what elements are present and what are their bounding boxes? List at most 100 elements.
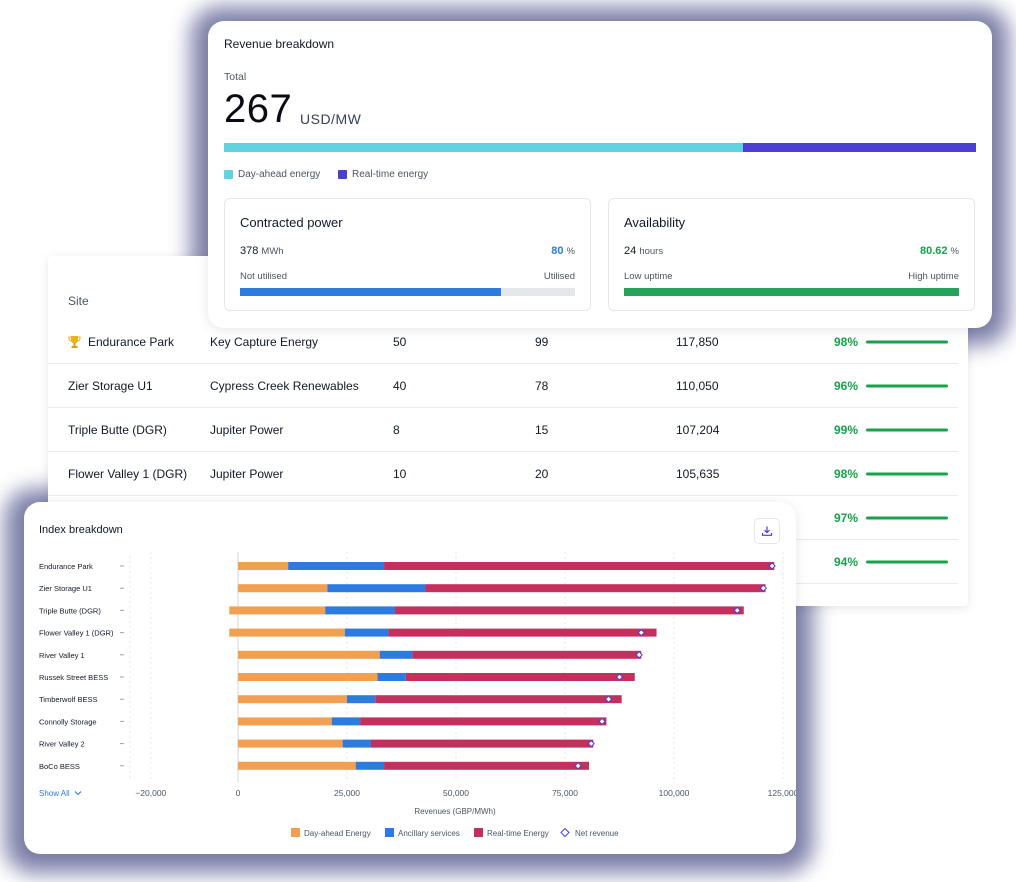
table-row[interactable]: Triple Butte (DGR) Jupiter Power 8 15 107,20… xyxy=(48,408,958,452)
value-cell: 40 xyxy=(393,378,407,393)
value-cell: 8 xyxy=(393,422,400,437)
x-tick-label: −20,000 xyxy=(135,788,166,798)
category-label: River Valley 2 xyxy=(39,740,85,749)
panel-title: Contracted power xyxy=(240,215,343,230)
left-scale-label: Low uptime xyxy=(624,271,673,282)
site-name: Endurance Park xyxy=(88,334,175,349)
net-revenue-marker xyxy=(768,562,776,570)
bar-segment xyxy=(238,761,356,770)
category-label: Triple Butte (DGR) xyxy=(39,606,101,615)
developer-cell: Jupiter Power xyxy=(210,422,284,437)
availability-percent: 80.62 % xyxy=(919,245,959,257)
utilisation-track xyxy=(240,288,575,296)
site-cell: Flower Valley 1 (DGR) xyxy=(68,467,187,481)
net-revenue-marker xyxy=(598,717,606,726)
chevron-down-icon[interactable] xyxy=(74,791,82,796)
legend-label: Real-time Energy xyxy=(487,829,549,838)
bar-segment xyxy=(238,650,380,659)
panel-title: Availability xyxy=(624,215,686,230)
value-cell: 15 xyxy=(535,422,549,437)
legend-day-ahead: Day-ahead energy xyxy=(224,169,320,180)
contracted-power-panel: Contracted power 378 MWh 80 % Not utilis… xyxy=(224,198,591,311)
index-breakdown-card: Index breakdown −20,000 0 25,000 50,000 75,0… xyxy=(24,502,796,854)
bar-segment xyxy=(325,606,395,615)
developer-cell: Key Capture Energy xyxy=(210,334,319,349)
download-icon xyxy=(761,526,773,536)
bar-segment xyxy=(384,761,589,770)
bar-segment xyxy=(342,739,371,748)
right-scale-label: Utilised xyxy=(543,271,575,282)
revenue-cell: 107,204 xyxy=(676,422,720,437)
table-row[interactable]: Endurance Park Key Capture Energy 50 99 117,… xyxy=(48,320,958,364)
net-revenue-marker xyxy=(587,739,595,748)
table-row[interactable]: Zier Storage U1 Cypress Creek Renewables 4… xyxy=(48,364,958,408)
bar-segment xyxy=(288,562,385,570)
card-title: Revenue breakdown xyxy=(224,37,335,51)
site-name: Triple Butte (DGR) xyxy=(68,422,167,437)
legend-swatch xyxy=(338,170,347,179)
x-tick-label: 50,000 xyxy=(443,788,469,798)
right-scale-label: High uptime xyxy=(908,271,959,282)
show-all-link[interactable]: Show All xyxy=(39,789,70,798)
availability-percent-cell: 97% xyxy=(834,510,859,525)
bar-segment xyxy=(238,584,328,593)
bar-segment xyxy=(405,673,635,681)
x-tick-label: 25,000 xyxy=(334,788,360,798)
bar-segment xyxy=(394,606,744,615)
site-name: Flower Valley 1 (DGR) xyxy=(68,466,188,481)
legend-real-time: Real-time energy xyxy=(338,169,428,180)
contracted-percent: 80 % xyxy=(551,245,575,257)
availability-panel: Availability 24 hours 80.62 % Low uptime… xyxy=(608,198,975,311)
net-revenue-marker xyxy=(733,606,741,615)
day-ahead-segment xyxy=(224,143,743,152)
bar-segment xyxy=(238,673,378,681)
category-label: Endurance Park xyxy=(39,562,93,571)
contracted-value: 378 MWh xyxy=(240,245,284,257)
bar-segment xyxy=(388,628,657,637)
value-cell: 99 xyxy=(535,334,549,349)
legend-label: Day-ahead Energy xyxy=(304,829,371,838)
total-label: Total xyxy=(224,71,247,83)
bar-segment xyxy=(331,717,361,726)
bar-segment xyxy=(370,739,594,748)
bar-segment xyxy=(238,739,343,748)
revenue-cell: 105,635 xyxy=(676,466,720,481)
bar-segment xyxy=(344,628,389,637)
availability-percent-cell: 98% xyxy=(834,334,859,349)
bar-segment xyxy=(360,717,607,726)
net-revenue-marker xyxy=(759,584,768,592)
bar-segment xyxy=(412,650,642,659)
column-header-site[interactable]: Site xyxy=(68,294,89,308)
value-cell: 10 xyxy=(393,466,407,481)
legend-swatch xyxy=(560,827,570,838)
availability-percent-cell: 99% xyxy=(834,422,859,437)
category-label: Russek Street BESS xyxy=(39,673,108,682)
net-revenue-marker xyxy=(635,651,643,659)
uptime-fill xyxy=(624,288,959,296)
availability-percent-cell: 94% xyxy=(834,554,859,569)
site-cell: Zier Storage U1 xyxy=(68,379,153,393)
x-axis-label: Revenues (GBP/MWh) xyxy=(414,807,496,816)
bar-segment xyxy=(229,606,326,615)
trophy-icon xyxy=(68,335,81,349)
legend-swatch xyxy=(291,828,300,837)
download-button[interactable] xyxy=(754,518,780,544)
bar-segment xyxy=(238,562,289,570)
bar-segment xyxy=(379,650,413,659)
table-row[interactable]: Flower Valley 1 (DGR) Jupiter Power 10 20 10… xyxy=(48,452,958,496)
category-label: Flower Valley 1 (DGR) xyxy=(39,629,114,638)
availability-bar xyxy=(866,340,948,343)
availability-bar xyxy=(866,472,948,475)
availability-bar xyxy=(866,428,948,431)
bar-segment xyxy=(327,584,426,593)
net-revenue-marker xyxy=(637,628,646,637)
category-label: River Valley 1 xyxy=(39,651,85,660)
net-revenue-marker xyxy=(615,673,624,681)
availability-value: 24 hours xyxy=(624,245,664,257)
value-cell: 50 xyxy=(393,334,407,349)
utilisation-fill xyxy=(240,288,502,296)
bar-segment xyxy=(377,673,406,681)
net-revenue-marker xyxy=(574,762,582,770)
availability-percent-cell: 98% xyxy=(834,466,859,481)
